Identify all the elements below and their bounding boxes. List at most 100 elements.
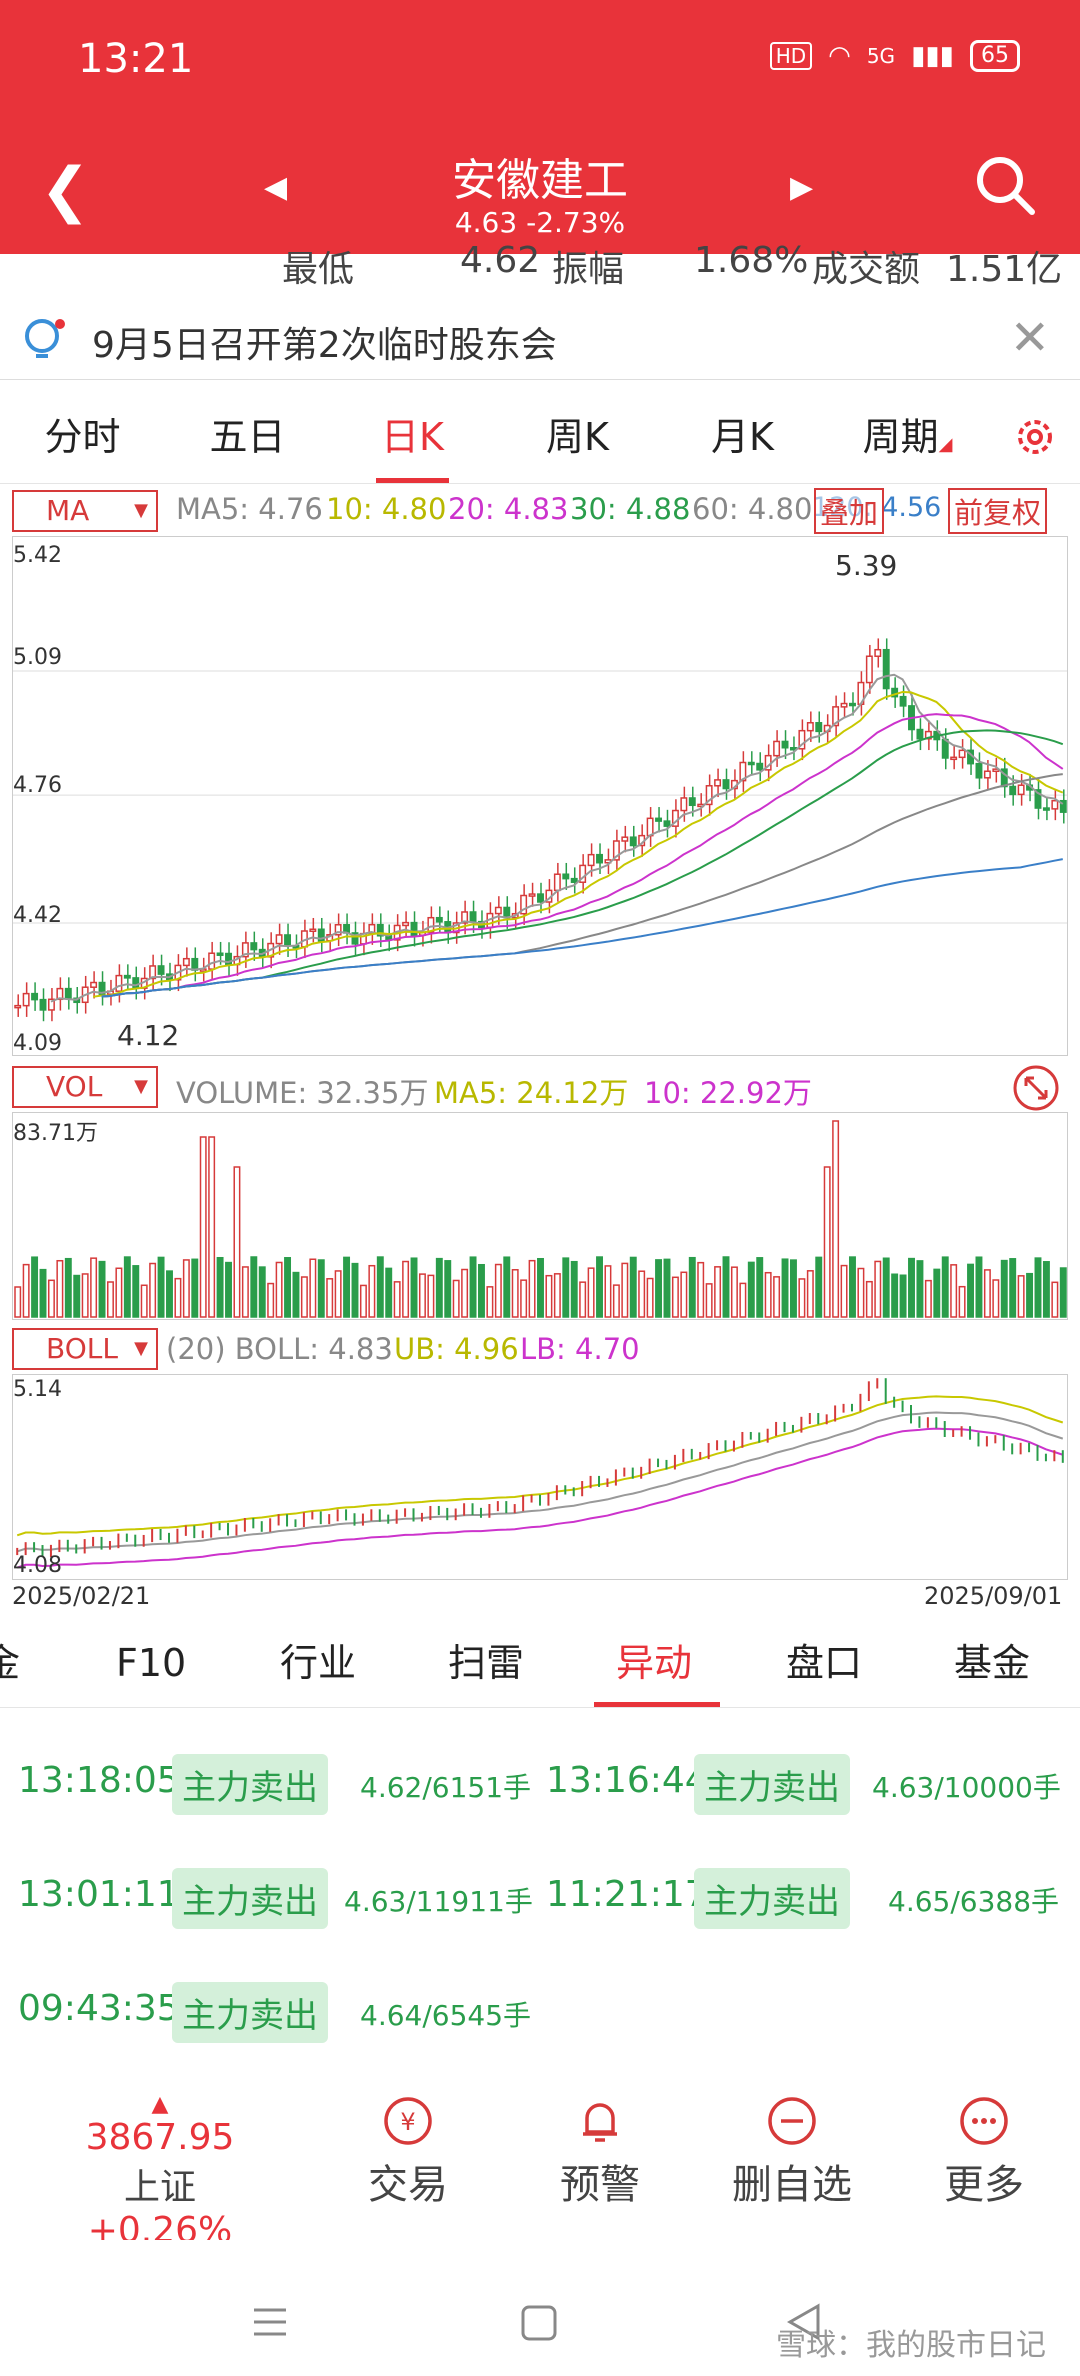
quote-row: 最低 4.62 振幅 1.68% 成交额 1.51亿: [0, 236, 1080, 290]
back-icon[interactable]: ❮: [40, 155, 91, 225]
volume-bar: [781, 1258, 789, 1318]
volume-bar: [1051, 1281, 1059, 1318]
adjust-button[interactable]: 前复权: [948, 488, 1048, 534]
title-bar: ❮ ◀ 安徽建工 4.63 -2.73% ▶: [0, 130, 1080, 254]
event-tag[interactable]: 主力卖出: [172, 1754, 328, 1815]
event-tag[interactable]: 主力卖出: [694, 1754, 850, 1815]
candle-body: [351, 932, 359, 945]
candle-body: [562, 873, 570, 880]
close-icon[interactable]: ✕: [1009, 310, 1050, 366]
more-icon: [960, 2097, 1008, 2145]
candle-body: [815, 722, 823, 733]
index-name: 上证: [123, 2167, 196, 2208]
system-nav: 雪球：我的股市日记: [0, 2240, 1080, 2376]
candle-body: [1059, 799, 1067, 813]
home-icon[interactable]: [520, 2304, 558, 2342]
volume-bar: [975, 1256, 983, 1318]
watermark: 雪球：我的股市日记: [776, 2328, 1046, 2363]
battery-icon: 65: [970, 40, 1020, 72]
vol-indicator-select[interactable]: VOL: [12, 1066, 158, 1108]
candle-body: [1051, 799, 1059, 810]
prev-stock-icon[interactable]: ◀: [264, 170, 288, 205]
alert-button[interactable]: 预警: [530, 2070, 670, 2210]
trade-button[interactable]: ¥ 交易: [338, 2070, 478, 2210]
tab-funds[interactable]: 基金: [954, 1641, 1031, 1685]
minus-circle-icon: [768, 2097, 816, 2145]
settings-icon[interactable]: [990, 392, 1080, 483]
tab-fund-flow[interactable]: 金: [0, 1641, 21, 1685]
volume-bar: [933, 1268, 941, 1318]
tab-five-day[interactable]: 五日: [209, 415, 286, 459]
start-date: 2025/02/21: [12, 1582, 151, 1610]
volume-bar: [520, 1279, 528, 1318]
volume-chart[interactable]: 83.71万: [12, 1112, 1068, 1320]
svg-text:¥: ¥: [400, 2108, 415, 2136]
candle-body: [680, 797, 688, 812]
tab-week-k[interactable]: 周K: [546, 415, 609, 459]
volume-bar: [334, 1270, 342, 1318]
candle-body: [579, 864, 587, 883]
candle-body: [537, 893, 544, 903]
hd-icon: HD: [769, 42, 813, 70]
boll-mid-line: [16, 1411, 1064, 1553]
volume-bar: [950, 1264, 958, 1318]
expand-icon[interactable]: [1012, 1064, 1060, 1112]
menu-icon[interactable]: [250, 2302, 290, 2342]
more-button[interactable]: 更多: [914, 2070, 1054, 2210]
boll-chart[interactable]: 5.14 4.08: [12, 1374, 1068, 1580]
candle-body: [705, 785, 713, 806]
tab-f10[interactable]: F10: [116, 1641, 187, 1685]
volume-bar: [705, 1283, 713, 1318]
event-tag[interactable]: 主力卖出: [694, 1868, 850, 1929]
event-value: 4.65/6388手: [888, 1885, 1060, 1918]
tab-risk-scan[interactable]: 扫雷: [448, 1641, 525, 1685]
volume-bar: [174, 1277, 182, 1318]
volume-bar: [31, 1256, 39, 1318]
ma5-legend: MA5: 4.76: [176, 492, 323, 526]
tab-minute[interactable]: 分时: [44, 415, 121, 459]
volume-bar: [182, 1259, 190, 1318]
volume-bar: [22, 1263, 30, 1318]
tab-period[interactable]: 周期◢: [825, 392, 990, 483]
candle-body: [874, 648, 882, 657]
volume-bar: [714, 1266, 722, 1318]
volume-bar: [225, 1261, 232, 1318]
kline-chart[interactable]: 5.42 5.09 4.76 4.42 4.09 5.39 4.12: [12, 536, 1068, 1056]
back-nav-icon[interactable]: [784, 2302, 824, 2342]
boll-y-bottom: 4.08: [13, 1553, 62, 1578]
volume-bar: [140, 1284, 148, 1318]
next-stock-icon[interactable]: ▶: [790, 170, 814, 205]
volume-bar: [671, 1276, 679, 1318]
volume-bar: [359, 1284, 367, 1318]
tab-industry[interactable]: 行业: [280, 1641, 357, 1685]
search-icon[interactable]: [972, 152, 1036, 216]
volume-bar: [849, 1256, 856, 1318]
index-widget[interactable]: ▲ 3867.95 上证 +0.26%: [50, 2092, 270, 2251]
volume-bar: [241, 1266, 249, 1318]
event-tag[interactable]: 主力卖出: [172, 1868, 328, 1929]
volume-bar: [351, 1262, 359, 1318]
end-date: 2025/09/01: [924, 1582, 1063, 1610]
tab-order-book[interactable]: 盘口: [786, 1641, 863, 1685]
remove-watchlist-button[interactable]: 删自选: [722, 2070, 862, 2210]
boll-indicator-select[interactable]: BOLL: [12, 1328, 158, 1370]
more-label: 更多: [944, 2162, 1024, 2208]
trade-icon: ¥: [384, 2097, 432, 2145]
event-time: 13:16:44: [546, 1760, 708, 1801]
overlay-button[interactable]: 叠加: [814, 488, 885, 534]
volume-bar: [562, 1257, 570, 1318]
candle-body: [840, 702, 848, 708]
ma-indicator-select[interactable]: MA: [12, 490, 158, 532]
tab-month-k[interactable]: 月K: [711, 415, 774, 459]
alert-label: 预警: [560, 2162, 640, 2208]
candle-body: [250, 942, 258, 951]
tab-day-k[interactable]: 日K: [330, 392, 495, 483]
volume-bar: [1059, 1267, 1067, 1318]
notice-bar[interactable]: 9月5日召开第2次临时股东会 ✕: [0, 300, 1080, 380]
event-tag[interactable]: 主力卖出: [172, 1982, 328, 2043]
volume-bar: [806, 1270, 814, 1318]
candle-body: [56, 987, 64, 1001]
candle-body: [494, 906, 502, 915]
tab-unusual[interactable]: 异动: [616, 1641, 693, 1685]
candle-body: [570, 877, 578, 883]
